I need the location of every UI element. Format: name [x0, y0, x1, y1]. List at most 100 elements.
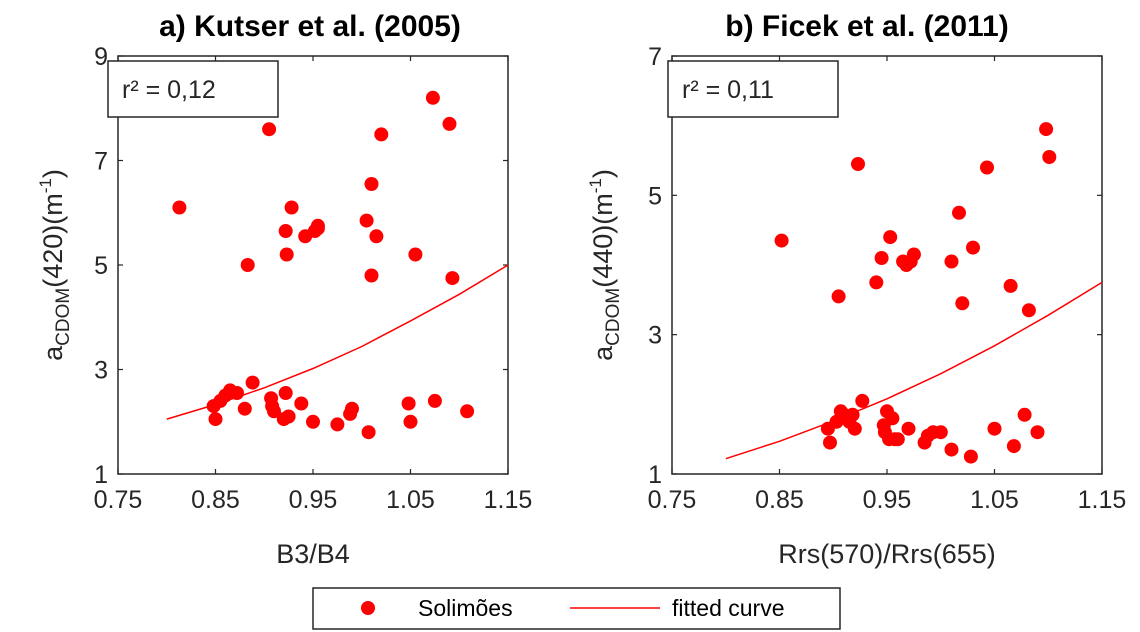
- panel-a-data-point: [442, 116, 457, 131]
- panel-a-y-tick-label: 1: [94, 461, 108, 489]
- panel-b: b) Ficek et al. (2011) aCDOM(440)(m-1) R…: [586, 10, 1126, 569]
- panel-a-data-point: [425, 90, 440, 105]
- panel-b-data-point: [851, 157, 865, 171]
- panel-a-data-point: [278, 224, 293, 238]
- panel-a-data-point: [359, 213, 374, 228]
- panel-b-data-point: [963, 449, 978, 464]
- panel-b-data-point: [823, 435, 837, 450]
- panel-a-data-point: [294, 396, 309, 411]
- panel-b-x-tick-label: 1.15: [1078, 486, 1127, 514]
- panel-b-data-point: [885, 411, 900, 426]
- panel-a-y-tick-label: 7: [94, 148, 108, 176]
- panel-b-data-point: [847, 421, 862, 436]
- panel-b-x-label: Rrs(570)/Rrs(655): [778, 539, 996, 569]
- panel-b-y-tick-label: 3: [648, 322, 662, 350]
- panel-b-fitted-curve: [725, 281, 1103, 460]
- panel-a-x-tick-label: 0.85: [191, 486, 240, 514]
- panel-b-annotation-box: [667, 60, 839, 118]
- panel-b-r2-annotation: r² = 0,11: [682, 76, 774, 104]
- panel-b-data-point: [774, 233, 789, 248]
- panel-a-data-point: [245, 375, 260, 390]
- panel-a-data-point: [237, 401, 252, 416]
- panel-b-data-point: [1017, 407, 1032, 422]
- panel-a-data-point: [278, 386, 293, 400]
- panel-a-data-point: [330, 417, 345, 432]
- panel-a-data-point: [172, 200, 187, 215]
- panel-a-y-label: aCDOM(420)(m-1): [36, 169, 74, 361]
- legend-marker-solimoes: [361, 601, 375, 615]
- panel-a-x-label: B3/B4: [276, 539, 350, 569]
- panel-b-data-point: [987, 421, 1002, 436]
- legend-label-solimoes: Solimões: [418, 595, 513, 621]
- panel-b-data-point: [1030, 425, 1045, 440]
- panel-a-title: a) Kutser et al. (2005): [159, 10, 461, 43]
- panel-a-annotation-box: [107, 60, 279, 118]
- panel-b-y-tick-label: 7: [648, 43, 662, 71]
- panel-a-data-point: [310, 221, 325, 236]
- panel-b-data-point: [845, 407, 860, 422]
- panel-b-x-tick-label: 0.75: [648, 486, 697, 514]
- legend-label-fitted-curve: fitted curve: [672, 595, 785, 621]
- panel-a-data-point: [262, 122, 277, 137]
- panel-b-data-point: [955, 296, 970, 311]
- panel-b-title: b) Ficek et al. (2011): [725, 10, 1008, 43]
- panel-a-data-point: [427, 393, 442, 408]
- panel-a-data-point: [306, 414, 320, 429]
- panel-b-data-point: [1021, 303, 1036, 318]
- panel-b-data-point: [980, 160, 994, 175]
- panel-a-x-tick-label: 1.05: [386, 486, 435, 514]
- panel-b-data-point: [874, 251, 889, 265]
- panel-a-data-point: [364, 268, 379, 283]
- panel-a-r2-annotation: r² = 0,12: [122, 76, 216, 104]
- panel-b-data-point: [883, 230, 898, 245]
- panel-b-data-point: [1042, 150, 1057, 164]
- panel-a-data-point: [281, 409, 296, 424]
- panel-b-data-point: [944, 442, 959, 457]
- panel-b-y-label: aCDOM(440)(m-1): [586, 169, 624, 361]
- panel-b-data-point: [869, 275, 884, 290]
- panel-a-data-point: [279, 247, 294, 262]
- panel-a-x-tick-label: 1.15: [484, 486, 533, 514]
- panel-b-x-tick-label: 1.05: [970, 486, 1019, 514]
- panel-b-data-point: [966, 240, 980, 255]
- panel-a-data-point: [374, 127, 389, 142]
- panel-b-data-point: [933, 425, 948, 440]
- panel-a-data-point: [361, 425, 376, 440]
- panel-b-data-point: [906, 247, 921, 262]
- panel-a-data-point: [267, 404, 281, 419]
- panel-b-data-point: [952, 205, 966, 220]
- panel-a-data-point: [445, 271, 460, 286]
- panel-a-y-tick-label: 3: [94, 357, 108, 385]
- panel-b-data-point: [901, 421, 916, 436]
- panel-b-data-point: [831, 289, 846, 304]
- panel-b-x-tick-label: 0.95: [863, 486, 912, 514]
- panel-a-data-point: [401, 396, 416, 411]
- panel-a-data-point: [240, 258, 255, 272]
- panel-b-x-tick-label: 0.85: [755, 486, 804, 514]
- panel-b-data-point: [1039, 122, 1054, 137]
- panel-a-y-tick-label: 9: [94, 43, 108, 71]
- panel-a-data-point: [345, 401, 359, 416]
- panel-a-data-point: [364, 177, 379, 191]
- panel-a-x-tick-label: 0.75: [94, 486, 143, 514]
- panel-b-data-point: [1006, 439, 1021, 454]
- svg-text:aCDOM(420)(m-1): aCDOM(420)(m-1): [36, 169, 74, 361]
- panel-a-data-point: [369, 229, 384, 244]
- panel-a-data-point: [230, 386, 244, 400]
- panel-b-y-tick-label: 1: [648, 461, 662, 489]
- panel-a-data-point: [460, 404, 475, 419]
- panel-a-data-point: [403, 414, 418, 429]
- panel-b-data-point: [855, 393, 870, 408]
- panel-b-y-tick-label: 5: [648, 182, 662, 210]
- panel-b-data-point: [1003, 278, 1018, 293]
- panel-a-data-point: [284, 200, 299, 215]
- panel-a-x-tick-label: 0.95: [289, 486, 338, 514]
- panel-b-data-point: [944, 254, 959, 269]
- panel-a: a) Kutser et al. (2005) aCDOM(420)(m-1) …: [36, 10, 532, 569]
- panel-a-data-point: [408, 247, 423, 262]
- legend: Solimões fitted curve: [312, 587, 841, 630]
- panel-b-data-point: [890, 432, 905, 447]
- panel-a-data-point: [208, 412, 223, 427]
- panel-a-y-tick-label: 5: [94, 252, 108, 280]
